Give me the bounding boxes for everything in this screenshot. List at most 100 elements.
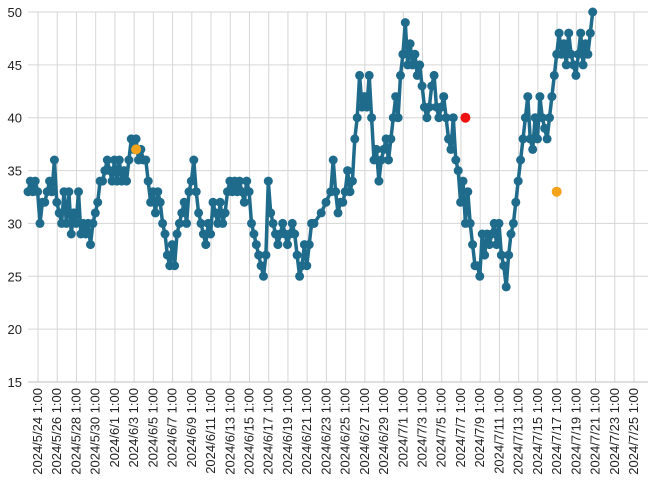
- data-point: [244, 187, 254, 197]
- x-tick-label: 2024/7/21 1:00: [588, 388, 603, 475]
- highlight-point: [460, 112, 471, 123]
- x-tick-label: 2024/6/3 1:00: [126, 388, 141, 468]
- data-point: [30, 176, 40, 186]
- data-point: [172, 229, 182, 239]
- x-tick-label: 2024/6/17 1:00: [261, 388, 276, 475]
- data-point: [528, 144, 538, 154]
- data-point: [537, 113, 547, 123]
- data-point: [263, 176, 273, 186]
- data-point: [475, 271, 485, 281]
- y-tick-label: 35: [8, 164, 22, 179]
- y-axis-tick-labels: 15 20 25 30 35 40 45 50: [8, 5, 22, 390]
- x-tick-label: 2024/6/7 1:00: [165, 388, 180, 468]
- data-point: [304, 240, 314, 250]
- data-point: [367, 113, 377, 123]
- data-point: [170, 261, 180, 271]
- data-point: [359, 92, 369, 102]
- data-point: [506, 229, 516, 239]
- data-point: [33, 187, 43, 197]
- data-point: [494, 218, 504, 228]
- data-point: [338, 197, 348, 207]
- y-tick-label: 20: [8, 322, 22, 337]
- data-point: [453, 166, 463, 176]
- data-point: [198, 229, 208, 239]
- x-tick-label: 2024/5/26 1:00: [49, 388, 64, 475]
- data-point: [64, 187, 74, 197]
- data-point: [122, 176, 131, 186]
- data-point: [376, 155, 386, 165]
- data-point: [105, 166, 115, 176]
- data-point: [362, 102, 372, 112]
- data-point: [81, 229, 91, 239]
- data-point: [566, 49, 576, 59]
- x-tick-label: 2024/7/15 1:00: [530, 388, 545, 475]
- data-point: [499, 261, 509, 271]
- data-point: [405, 39, 415, 49]
- data-point: [400, 18, 410, 28]
- x-tick-label: 2024/6/1 1:00: [107, 388, 122, 468]
- data-point: [174, 218, 184, 228]
- data-point: [468, 240, 478, 250]
- data-point: [158, 218, 168, 228]
- data-point: [71, 218, 81, 228]
- data-point: [49, 155, 59, 165]
- data-point: [251, 240, 261, 250]
- data-point: [564, 28, 574, 38]
- data-point: [458, 176, 468, 186]
- data-point: [146, 197, 156, 207]
- data-point: [328, 155, 338, 165]
- data-point: [484, 240, 494, 250]
- data-point: [162, 250, 172, 260]
- data-point: [88, 218, 98, 228]
- data-point: [549, 70, 559, 80]
- data-point: [436, 102, 446, 112]
- data-point: [588, 7, 598, 17]
- x-tick-label: 2024/6/29 1:00: [376, 388, 391, 475]
- data-point: [415, 60, 425, 70]
- data-point: [492, 240, 502, 250]
- data-point: [352, 113, 362, 123]
- data-point: [184, 187, 194, 197]
- data-point: [141, 155, 151, 165]
- data-point: [69, 208, 79, 218]
- y-tick-label: 45: [8, 58, 22, 73]
- data-point: [98, 176, 107, 186]
- series-layer: [23, 7, 598, 292]
- data-point: [114, 155, 124, 165]
- data-point: [74, 187, 83, 197]
- data-point: [520, 113, 530, 123]
- data-point: [268, 218, 278, 228]
- data-point: [218, 218, 228, 228]
- data-point: [292, 250, 302, 260]
- data-point: [350, 134, 360, 144]
- x-tick-label: 2024/7/11 1:00: [491, 388, 506, 474]
- data-point: [196, 218, 206, 228]
- data-point: [150, 208, 160, 218]
- data-point: [585, 28, 595, 38]
- data-point: [131, 134, 141, 144]
- data-point: [434, 113, 444, 123]
- data-point: [573, 49, 583, 59]
- data-point: [237, 187, 247, 197]
- x-tick-label: 2024/7/5 1:00: [434, 388, 449, 468]
- data-point: [191, 187, 201, 197]
- data-point: [424, 102, 434, 112]
- data-point: [487, 229, 497, 239]
- data-point: [254, 250, 264, 260]
- data-point: [47, 187, 57, 197]
- data-point: [444, 134, 453, 144]
- x-tick-label: 2024/6/23 1:00: [318, 388, 333, 475]
- y-tick-label: 40: [8, 111, 22, 126]
- data-point: [410, 49, 420, 59]
- data-point: [417, 81, 427, 91]
- x-tick-label: 2024/7/3 1:00: [415, 388, 430, 468]
- x-tick-label: 2024/6/9 1:00: [184, 388, 199, 468]
- data-point: [540, 123, 550, 133]
- data-point: [215, 197, 225, 207]
- x-tick-label: 2024/7/23 1:00: [607, 388, 622, 475]
- data-point: [119, 166, 129, 176]
- y-tick-label: 50: [8, 5, 22, 20]
- data-point: [571, 70, 581, 80]
- data-point: [408, 60, 417, 70]
- data-point: [331, 187, 341, 197]
